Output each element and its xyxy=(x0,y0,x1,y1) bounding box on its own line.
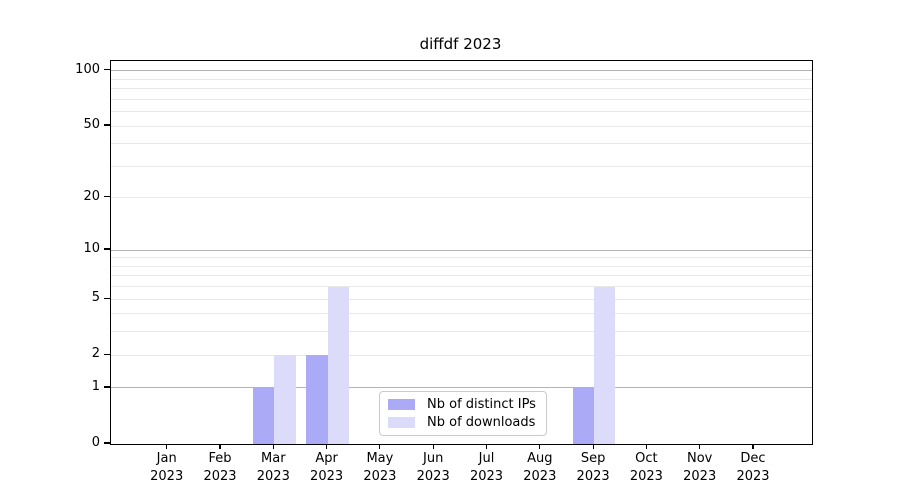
y-gridline-minor xyxy=(111,298,812,300)
bar-downloads-sep xyxy=(594,286,616,444)
y-tick-mark xyxy=(104,248,110,250)
y-tick-label: 5 xyxy=(91,290,100,306)
x-tick-mark xyxy=(379,444,381,449)
y-tick-mark xyxy=(104,69,110,71)
x-tick-label-feb: Feb 2023 xyxy=(203,451,237,484)
y-gridline-minor xyxy=(111,275,812,277)
legend-label-distinct-ips: Nb of distinct IPs xyxy=(427,397,536,413)
bar-distinct-ips-mar xyxy=(253,387,275,444)
x-tick-label-nov: Nov 2023 xyxy=(683,451,717,484)
x-tick-mark xyxy=(485,444,488,449)
legend: Nb of distinct IPs Nb of downloads xyxy=(379,391,547,436)
x-tick-mark xyxy=(326,444,328,449)
x-tick-label-aug: Aug 2023 xyxy=(523,451,557,484)
x-tick-label-jun: Jun 2023 xyxy=(416,451,450,484)
x-tick-mark xyxy=(219,444,221,449)
x-tick-mark xyxy=(166,444,168,449)
y-gridline-minor xyxy=(111,111,812,113)
y-tick-mark xyxy=(104,386,110,388)
y-gridline-minor xyxy=(111,286,812,288)
y-gridline-minor xyxy=(111,143,812,145)
y-tick-label: 20 xyxy=(83,188,100,204)
y-tick-label: 0 xyxy=(91,435,100,450)
bar-distinct-ips-sep xyxy=(572,387,595,444)
x-tick-label-mar: Mar 2023 xyxy=(256,451,290,484)
y-gridline-minor xyxy=(111,165,812,167)
legend-entry-downloads: Nb of downloads xyxy=(388,415,546,430)
x-tick-mark xyxy=(539,444,541,449)
x-tick-label-oct: Oct 2023 xyxy=(629,451,663,484)
y-gridline-minor xyxy=(111,265,812,267)
x-tick-label-dec: Dec 2023 xyxy=(736,451,770,484)
y-gridline-minor xyxy=(111,197,812,199)
y-gridline-major xyxy=(111,70,812,72)
legend-entry-distinct-ips: Nb of distinct IPs xyxy=(388,397,546,412)
y-gridline-minor xyxy=(111,354,812,356)
y-tick-label: 100 xyxy=(75,61,100,77)
y-gridline-major xyxy=(111,387,812,389)
y-gridline-minor xyxy=(111,88,812,90)
legend-swatch-downloads xyxy=(388,416,415,428)
x-tick-mark xyxy=(752,444,754,449)
y-gridline-minor xyxy=(111,98,812,100)
y-tick-label: 50 xyxy=(83,117,100,133)
chart-title: diffdf 2023 xyxy=(419,35,502,53)
y-gridline-major xyxy=(111,249,812,251)
x-tick-mark xyxy=(272,444,274,449)
y-gridline-minor xyxy=(111,331,812,333)
y-gridline-minor xyxy=(111,125,812,127)
legend-label-downloads: Nb of downloads xyxy=(427,414,536,430)
y-tick-mark xyxy=(104,124,110,126)
plot-area xyxy=(110,60,813,445)
x-tick-mark xyxy=(699,444,701,449)
y-gridline-minor xyxy=(111,257,812,259)
bar-distinct-ips-apr xyxy=(306,355,328,444)
y-tick-label: 10 xyxy=(83,241,100,257)
x-tick-label-may: May 2023 xyxy=(363,451,397,484)
x-tick-mark xyxy=(645,444,647,449)
bar-downloads-apr xyxy=(327,286,349,444)
y-tick-mark xyxy=(104,353,110,355)
x-tick-mark xyxy=(432,444,434,449)
y-tick-label: 1 xyxy=(91,378,100,394)
legend-swatch-distinct-ips xyxy=(388,399,415,411)
x-tick-mark xyxy=(592,444,594,449)
x-tick-label-sep: Sep 2023 xyxy=(576,451,610,484)
x-tick-label-apr: Apr 2023 xyxy=(310,451,344,484)
y-gridline-minor xyxy=(111,313,812,315)
y-tick-mark xyxy=(104,297,110,299)
x-tick-label-jul: Jul 2023 xyxy=(469,451,504,484)
y-tick-mark xyxy=(104,442,110,444)
bar-downloads-mar xyxy=(274,355,296,444)
x-tick-label-jan: Jan 2023 xyxy=(150,451,184,484)
y-tick-label: 2 xyxy=(91,346,100,362)
y-gridline-minor xyxy=(111,78,812,80)
y-tick-mark xyxy=(104,196,110,198)
